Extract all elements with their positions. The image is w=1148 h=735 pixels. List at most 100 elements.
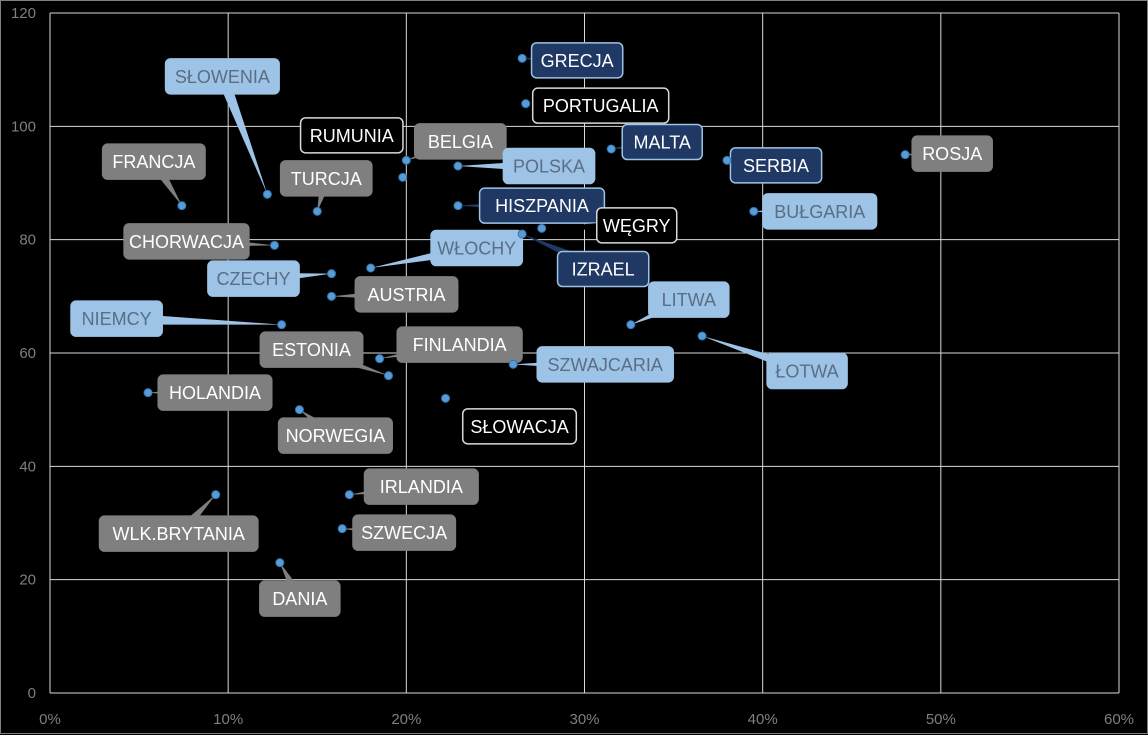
data-label-text: BELGIA (428, 132, 493, 152)
label-box (536, 346, 674, 383)
data-label-text: CHORWACJA (129, 232, 244, 252)
x-tick-label: 40% (748, 711, 778, 728)
label-box (299, 117, 404, 154)
data-point (697, 331, 707, 341)
data-point (177, 201, 187, 211)
data-label-text: PORTUGALIA (543, 96, 659, 116)
label-box (762, 193, 878, 230)
y-tick-label: 20 (19, 572, 36, 589)
data-point (521, 99, 531, 109)
data-point (294, 405, 304, 415)
data-label-text: FINLANDIA (413, 335, 507, 355)
data-label: IZRAEL (522, 234, 650, 288)
x-tick-label: 20% (391, 711, 421, 728)
data-label: GRECJA (522, 42, 624, 79)
data-label: ROSJA (905, 135, 993, 172)
data-label: BUŁGARIA (753, 193, 878, 230)
x-tick-label: 0% (39, 711, 61, 728)
y-tick-label: 120 (11, 5, 36, 22)
data-label: HOLANDIA (147, 374, 273, 411)
label-box (98, 515, 259, 552)
data-label-text: GRECJA (541, 51, 614, 71)
label-box (259, 580, 341, 617)
data-label: AUSTRIA (331, 276, 459, 313)
data-label-text: FRANCJA (112, 152, 195, 172)
label-box (363, 468, 479, 505)
data-label: DANIA (259, 562, 341, 617)
data-label-text: SZWECJA (361, 523, 447, 543)
data-point (517, 229, 527, 239)
data-point (537, 223, 547, 233)
data-label-text: NIEMCY (82, 309, 152, 329)
label-box (556, 250, 650, 288)
data-point (143, 388, 153, 398)
data-label: IRLANDIA (349, 468, 479, 505)
data-point (262, 189, 272, 199)
data-label-text: NORWEGIA (286, 426, 386, 446)
data-label: ESTONIA (259, 331, 389, 376)
data-label: BELGIA (406, 123, 507, 161)
x-tick-label: 30% (569, 711, 599, 728)
data-label: HISZPANIA (458, 187, 606, 224)
label-box (530, 42, 624, 79)
data-point (517, 53, 527, 63)
data-label-text: BUŁGARIA (774, 202, 865, 222)
data-label: NORWEGIA (277, 409, 393, 454)
data-point (401, 155, 411, 165)
data-label-text: DANIA (272, 589, 327, 609)
data-label: SERBIA (727, 147, 823, 184)
label-box (70, 300, 163, 337)
label-box (478, 187, 606, 224)
label-box (279, 160, 373, 197)
label-box (461, 408, 578, 445)
data-label-text: SŁOWACJA (470, 417, 568, 437)
data-label-text: LITWA (662, 290, 716, 310)
data-label: PORTUGALIA (525, 87, 670, 124)
data-point (275, 558, 285, 568)
label-box (101, 143, 206, 180)
data-points (143, 53, 910, 568)
data-label-text: AUSTRIA (367, 285, 445, 305)
label-box (621, 123, 703, 161)
data-label-text: HOLANDIA (169, 383, 261, 403)
data-point (453, 161, 463, 171)
data-label-text: MALTA (634, 133, 691, 153)
data-label: FRANCJA (101, 143, 206, 206)
data-label: ŁOTWA (702, 336, 848, 390)
data-label-text: SERBIA (743, 156, 809, 176)
data-label-text: HISZPANIA (495, 196, 589, 216)
label-box (157, 374, 273, 411)
data-label: MALTA (611, 123, 703, 161)
data-label: WŁOCHY (370, 229, 524, 268)
label-box (911, 135, 993, 172)
label-box (766, 352, 848, 390)
data-label: CZECHY (207, 260, 332, 297)
data-label: WLK.BRYTANIA (98, 494, 259, 552)
data-point (375, 354, 385, 364)
label-box (352, 514, 457, 551)
data-label-text: TURCJA (291, 169, 362, 189)
label-box (430, 229, 524, 267)
data-point (337, 524, 347, 534)
data-label-text: SZWAJCARIA (548, 355, 663, 375)
data-label: TURCJA (279, 160, 373, 212)
data-point (344, 490, 354, 500)
label-box (277, 417, 393, 454)
data-label-text: WĘGRY (603, 216, 671, 236)
data-point (277, 320, 287, 330)
data-point (327, 291, 337, 301)
label-box (648, 281, 730, 318)
data-point (626, 320, 636, 330)
data-label-text: POLSKA (513, 157, 585, 177)
data-label-text: RUMUNIA (310, 126, 394, 146)
data-label-text: IZRAEL (572, 260, 635, 280)
data-point (749, 206, 759, 216)
data-label: SZWECJA (342, 514, 457, 551)
label-box (531, 87, 670, 124)
data-point (441, 393, 451, 403)
label-box (729, 147, 823, 184)
label-box (502, 147, 596, 185)
data-label-text: IRLANDIA (380, 477, 463, 497)
